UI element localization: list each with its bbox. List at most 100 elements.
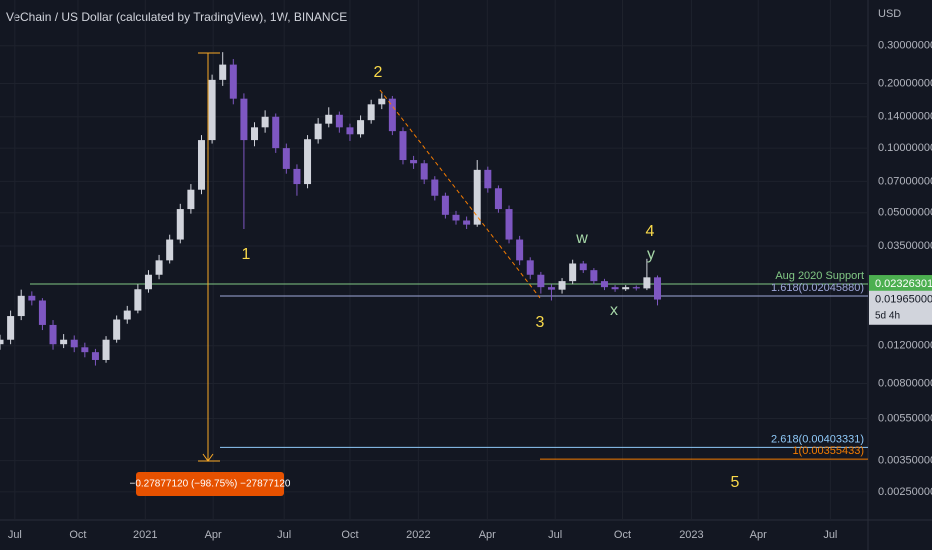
candle-body [441,195,449,215]
candle-body [526,260,534,275]
candle-body [261,116,269,128]
candle-body [452,214,460,221]
candle-body [0,339,4,345]
candle-body [166,239,174,261]
candle-body [420,163,428,180]
candle-body [547,287,555,290]
candle-body [643,277,651,289]
y-tick-label: 0.05000000 [878,207,932,219]
trend-line [379,89,541,299]
price-tag-label: 0.02326301 [875,278,932,290]
x-tick-label: 2021 [133,529,157,541]
last-price-label: 0.01965000 [875,294,932,306]
candle-body [81,347,89,353]
candle-body [293,168,301,185]
candle-body [7,316,15,340]
candle-body [516,239,524,261]
y-tick-label: 0.00250000 [878,486,932,498]
candle-body [632,287,640,289]
candle-body [229,64,237,99]
candle-body [219,64,227,80]
x-tick-label: Oct [614,529,631,541]
candle-body [569,263,577,282]
x-tick-label: Jul [823,529,837,541]
candle-body [558,281,566,290]
candle-body [91,352,99,360]
candle-body [240,98,248,141]
level-label: 2.618(0.00403331) [771,433,864,445]
x-tick-label: Oct [341,529,358,541]
candle-body [28,295,36,301]
candle-body [346,127,354,135]
wave-label: 1 [242,246,251,263]
candle-body [197,140,205,190]
wave-label: 5 [731,474,740,491]
level-label: Aug 2020 Support [775,270,864,282]
y-tick-label: 0.20000000 [878,77,932,89]
candles [0,52,661,366]
candle-body [134,289,142,311]
candle-body [335,114,343,128]
y-tick-label: 0.10000000 [878,142,932,154]
measure-box [136,472,284,496]
y-tick-label: 0.30000000 [878,40,932,52]
wave-label: 2 [374,64,383,81]
candle-body [537,274,545,288]
candle-body [49,324,57,345]
candle-body [282,148,290,169]
candle-body [144,274,152,290]
x-tick-label: Apr [205,529,222,541]
candle-body [622,287,630,290]
candle-body [304,139,312,185]
candle-body [600,281,608,288]
candle-body [653,277,661,300]
candle-body [208,79,216,141]
candle-body [314,123,322,140]
candle-body [325,114,333,124]
candle-body [60,339,68,345]
candle-body [410,160,418,164]
wave-label: w [575,230,588,247]
x-tick-label: Apr [750,529,767,541]
last-price-tag [869,290,932,325]
candle-body [113,319,121,340]
y-tick-label: 0.07000000 [878,175,932,187]
x-tick-label: Apr [479,529,496,541]
x-tick-label: Jul [277,529,291,541]
candle-body [38,300,46,325]
measure-arrow [202,453,214,462]
x-tick-label: Jul [8,529,22,541]
chart-title: VeChain / US Dollar (calculated by Tradi… [6,10,347,24]
x-tick-label: Jul [548,529,562,541]
candle-body [484,169,492,189]
measure-label: −0.27877120 (−98.75%) −27877120 [130,479,291,490]
grid [0,0,868,520]
candle-body [378,98,386,105]
candle-body [579,263,587,271]
x-tick-label: 2022 [406,529,430,541]
candle-body [505,209,513,240]
y-tick-label: 0.14000000 [878,111,932,123]
candle-body [17,295,25,317]
x-tick-label: 2023 [679,529,703,541]
level-label: 1(0.00355433) [792,445,864,457]
candle-body [357,120,365,135]
candle-body [155,260,163,275]
candle-body [272,116,280,149]
wave-label: y [647,246,655,263]
candle-body [473,169,481,225]
wave-label: 4 [646,223,655,240]
countdown: 5d 4h [875,310,900,321]
y-tick-label: 0.03500000 [878,240,932,252]
candle-body [367,104,375,121]
wave-label: x [610,302,618,319]
y-axis-unit: USD [878,8,901,20]
y-tick-label: 0.00550000 [878,412,932,424]
candle-body [494,188,502,210]
wave-label: 3 [536,314,545,331]
candle-body [102,339,110,360]
candle-body [176,209,184,240]
